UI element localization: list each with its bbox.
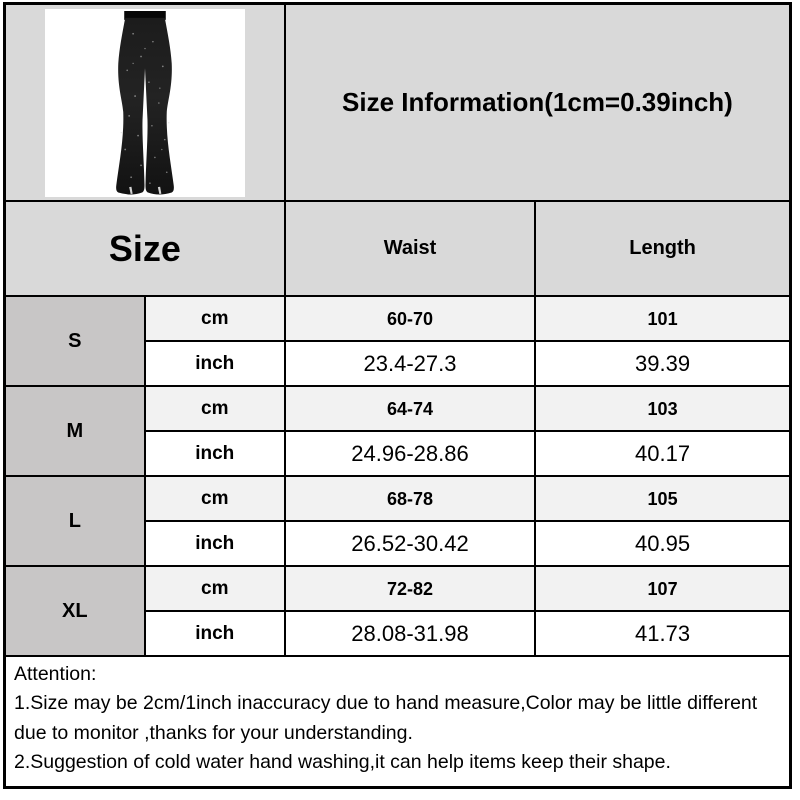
unit-label-cm: cm xyxy=(143,565,286,612)
length-value-s-inch: 39.39 xyxy=(534,340,792,387)
length-value-m-cm: 103 xyxy=(534,385,792,432)
table-row-l-inch: inch 26.52-30.42 40.95 xyxy=(5,520,792,567)
product-photo xyxy=(44,8,245,197)
waist-value-l-inch: 26.52-30.42 xyxy=(283,520,537,567)
size-label-xl: XL xyxy=(3,565,146,657)
unit-label-inch: inch xyxy=(143,520,286,567)
length-value-m-inch: 40.17 xyxy=(534,430,792,477)
attention-line-2: 2.Suggestion of cold water hand washing,… xyxy=(14,750,671,773)
size-information-table: Size Information(1cm=0.39inch) Size Wais… xyxy=(3,2,792,789)
waist-value-s-cm: 60-70 xyxy=(283,295,537,342)
top-row: Size Information(1cm=0.39inch) xyxy=(3,2,792,202)
table-row-m-inch: inch 24.96-28.86 40.17 xyxy=(5,430,792,477)
waist-value-xl-inch: 28.08-31.98 xyxy=(283,610,537,657)
unit-label-cm: cm xyxy=(143,475,286,522)
length-value-l-cm: 105 xyxy=(534,475,792,522)
hem-slit-right xyxy=(157,186,162,194)
size-label-l: L xyxy=(3,475,146,567)
size-info-title: Size Information(1cm=0.39inch) xyxy=(283,2,792,202)
table-row-l-cm: L cm 68-78 105 xyxy=(3,475,792,567)
unit-label-cm: cm xyxy=(143,385,286,432)
waist-value-xl-cm: 72-82 xyxy=(283,565,537,612)
attention-section: Attention: 1.Size may be 2cm/1inch inacc… xyxy=(3,655,792,789)
unit-label-inch: inch xyxy=(143,610,286,657)
waist-value-l-cm: 68-78 xyxy=(283,475,537,522)
size-column-header: Size xyxy=(3,200,286,297)
length-column-header: Length xyxy=(534,200,792,297)
product-photo-cell xyxy=(3,2,286,202)
length-value-s-cm: 101 xyxy=(534,295,792,342)
waist-value-s-inch: 23.4-27.3 xyxy=(283,340,537,387)
table-row-m-cm: M cm 64-74 103 xyxy=(3,385,792,477)
pants-waistband xyxy=(124,10,166,20)
waist-value-m-inch: 24.96-28.86 xyxy=(283,430,537,477)
table-row-s-inch: inch 23.4-27.3 39.39 xyxy=(5,340,792,387)
length-value-xl-cm: 107 xyxy=(534,565,792,612)
hem-slit-left xyxy=(129,186,133,194)
table-row-s-cm: S cm 60-70 101 xyxy=(3,295,792,387)
sparkle-dots xyxy=(120,32,170,184)
waist-column-header: Waist xyxy=(283,200,537,297)
attention-row: Attention: 1.Size may be 2cm/1inch inacc… xyxy=(3,655,792,789)
size-label-m: M xyxy=(3,385,146,477)
attention-heading: Attention: xyxy=(14,663,97,685)
size-label-s: S xyxy=(3,295,146,387)
waist-value-m-cm: 64-74 xyxy=(283,385,537,432)
unit-label-inch: inch xyxy=(143,340,286,387)
length-value-l-inch: 40.95 xyxy=(534,520,792,567)
attention-line-1: 1.Size may be 2cm/1inch inaccuracy due t… xyxy=(14,692,758,744)
table-row-xl-cm: XL cm 72-82 107 xyxy=(3,565,792,657)
table-row-xl-inch: inch 28.08-31.98 41.73 xyxy=(5,610,792,657)
column-header-row: Size Waist Length xyxy=(3,200,792,297)
unit-label-inch: inch xyxy=(143,430,286,477)
pants-body xyxy=(116,17,174,195)
length-value-xl-inch: 41.73 xyxy=(534,610,792,657)
flare-pants-image xyxy=(116,10,174,195)
unit-label-cm: cm xyxy=(143,295,286,342)
